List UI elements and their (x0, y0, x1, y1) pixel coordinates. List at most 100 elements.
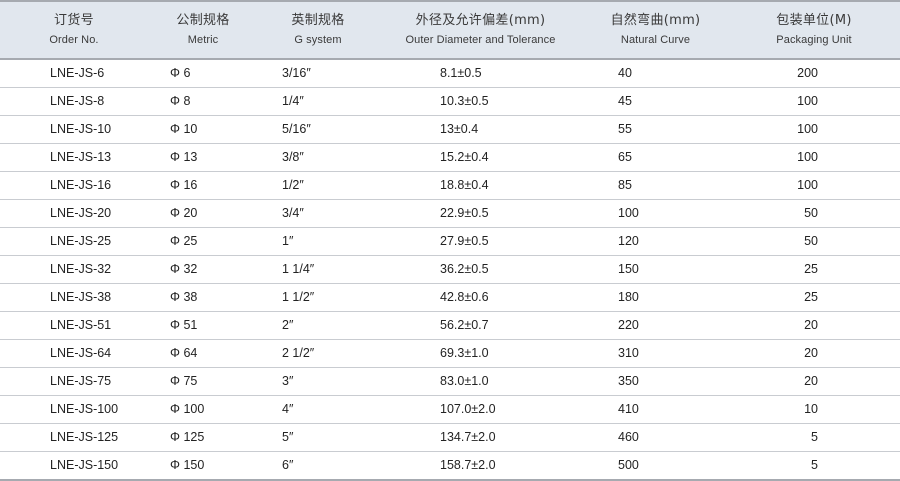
cell-packaging-unit-value: 5 (811, 430, 818, 444)
cell-natural-curve: 150 (583, 255, 728, 284)
cell-natural-curve: 180 (583, 283, 728, 312)
cell-packaging-unit-value: 100 (797, 94, 818, 108)
cell-order-no-value: LNE-JS-150 (50, 458, 119, 472)
cell-metric: Φ 6 (148, 59, 258, 88)
cell-natural-curve-value: 85 (618, 178, 632, 192)
cell-packaging-unit-value: 10 (804, 402, 818, 416)
cell-order-no-value: LNE-JS-100 (50, 402, 119, 416)
cell-g-system-value: 1″ (282, 234, 294, 248)
table-body: LNE-JS-6 Φ 6 3/16″ 8.1±0.5 40 200 LNE-JS-8 Φ 8 1… (0, 59, 900, 481)
cell-g-system: 4″ (258, 395, 378, 424)
cell-metric: Φ 32 (148, 255, 258, 284)
cell-metric: Φ 13 (148, 143, 258, 172)
cell-packaging-unit-value: 5 (811, 458, 818, 472)
cell-metric: Φ 75 (148, 367, 258, 396)
cell-outer-diameter: 13±0.4 (378, 115, 583, 144)
cell-natural-curve: 85 (583, 171, 728, 200)
cell-g-system: 1 1/2″ (258, 283, 378, 312)
cell-g-system: 1″ (258, 227, 378, 256)
cell-metric: Φ 125 (148, 423, 258, 452)
cell-order-no: LNE-JS-75 (0, 367, 148, 396)
cell-natural-curve: 500 (583, 451, 728, 481)
column-header-g-system: 英制规格 G system (258, 0, 378, 60)
table-row: LNE-JS-125 Φ 125 5″ 134.7±2.0 460 5 (0, 423, 900, 452)
cell-g-system: 1 1/4″ (258, 255, 378, 284)
cell-g-system: 2 1/2″ (258, 339, 378, 368)
cell-g-system-value: 6″ (282, 458, 294, 472)
cell-metric-value: Φ 150 (170, 458, 205, 472)
cell-outer-diameter-value: 158.7±2.0 (440, 458, 496, 472)
cell-outer-diameter-value: 134.7±2.0 (440, 430, 496, 444)
cell-g-system-value: 3/4″ (282, 206, 304, 220)
cell-g-system: 6″ (258, 451, 378, 481)
table-row: LNE-JS-6 Φ 6 3/16″ 8.1±0.5 40 200 (0, 59, 900, 88)
cell-order-no-value: LNE-JS-64 (50, 346, 112, 360)
cell-metric: Φ 16 (148, 171, 258, 200)
column-header-order-no-cn: 订货号 (54, 13, 94, 29)
cell-g-system: 3/16″ (258, 59, 378, 88)
cell-metric-value: Φ 100 (170, 402, 205, 416)
column-header-order-no-en: Order No. (49, 33, 99, 46)
table-row: LNE-JS-20 Φ 20 3/4″ 22.9±0.5 100 50 (0, 199, 900, 228)
cell-packaging-unit: 100 (728, 143, 900, 172)
cell-natural-curve-value: 180 (618, 290, 639, 304)
column-header-packaging-unit-cn: 包装单位(M) (776, 13, 852, 29)
cell-metric-value: Φ 125 (170, 430, 205, 444)
cell-natural-curve-value: 150 (618, 262, 639, 276)
cell-natural-curve-value: 410 (618, 402, 639, 416)
cell-outer-diameter-value: 69.3±1.0 (440, 346, 489, 360)
cell-natural-curve-value: 55 (618, 122, 632, 136)
cell-metric-value: Φ 64 (170, 346, 198, 360)
cell-outer-diameter-value: 22.9±0.5 (440, 206, 489, 220)
table-row: LNE-JS-51 Φ 51 2″ 56.2±0.7 220 20 (0, 311, 900, 340)
cell-metric: Φ 100 (148, 395, 258, 424)
cell-order-no: LNE-JS-8 (0, 87, 148, 116)
cell-packaging-unit-value: 100 (797, 150, 818, 164)
cell-natural-curve-value: 500 (618, 458, 639, 472)
cell-order-no-value: LNE-JS-51 (50, 318, 112, 332)
cell-order-no: LNE-JS-32 (0, 255, 148, 284)
cell-g-system-value: 2 1/2″ (282, 346, 315, 360)
column-header-packaging-unit: 包装单位(M) Packaging Unit (728, 0, 900, 60)
cell-packaging-unit: 50 (728, 227, 900, 256)
cell-g-system: 1/2″ (258, 171, 378, 200)
table-row: LNE-JS-75 Φ 75 3″ 83.0±1.0 350 20 (0, 367, 900, 396)
cell-order-no-value: LNE-JS-75 (50, 374, 112, 388)
cell-g-system-value: 2″ (282, 318, 294, 332)
cell-natural-curve: 310 (583, 339, 728, 368)
cell-outer-diameter-value: 107.0±2.0 (440, 402, 496, 416)
cell-metric-value: Φ 32 (170, 262, 198, 276)
cell-packaging-unit: 10 (728, 395, 900, 424)
column-header-g-system-cn: 英制规格 (291, 13, 345, 29)
table-row: LNE-JS-13 Φ 13 3/8″ 15.2±0.4 65 100 (0, 143, 900, 172)
column-header-metric-cn: 公制规格 (176, 13, 230, 29)
cell-order-no: LNE-JS-20 (0, 199, 148, 228)
cell-packaging-unit: 25 (728, 255, 900, 284)
cell-metric-value: Φ 25 (170, 234, 198, 248)
cell-metric: Φ 38 (148, 283, 258, 312)
cell-packaging-unit: 100 (728, 115, 900, 144)
cell-outer-diameter-value: 83.0±1.0 (440, 374, 489, 388)
cell-outer-diameter-value: 13±0.4 (440, 122, 479, 136)
cell-packaging-unit-value: 20 (804, 374, 818, 388)
cell-outer-diameter-value: 36.2±0.5 (440, 262, 489, 276)
cell-g-system: 2″ (258, 311, 378, 340)
cell-natural-curve: 100 (583, 199, 728, 228)
cell-natural-curve-value: 40 (618, 66, 632, 80)
table-header: 订货号 Order No. 公制规格 Metric 英制规格 G system … (0, 0, 900, 60)
cell-g-system: 3/8″ (258, 143, 378, 172)
cell-g-system-value: 3″ (282, 374, 294, 388)
table-row: LNE-JS-10 Φ 10 5/16″ 13±0.4 55 100 (0, 115, 900, 144)
cell-order-no-value: LNE-JS-125 (50, 430, 119, 444)
cell-packaging-unit-value: 20 (804, 318, 818, 332)
cell-order-no: LNE-JS-150 (0, 451, 148, 481)
cell-outer-diameter: 69.3±1.0 (378, 339, 583, 368)
table-row: LNE-JS-25 Φ 25 1″ 27.9±0.5 120 50 (0, 227, 900, 256)
table-row: LNE-JS-64 Φ 64 2 1/2″ 69.3±1.0 310 20 (0, 339, 900, 368)
cell-packaging-unit-value: 100 (797, 122, 818, 136)
cell-g-system: 3″ (258, 367, 378, 396)
cell-natural-curve: 55 (583, 115, 728, 144)
cell-packaging-unit-value: 50 (804, 206, 818, 220)
cell-order-no-value: LNE-JS-16 (50, 178, 112, 192)
cell-natural-curve-value: 65 (618, 150, 632, 164)
